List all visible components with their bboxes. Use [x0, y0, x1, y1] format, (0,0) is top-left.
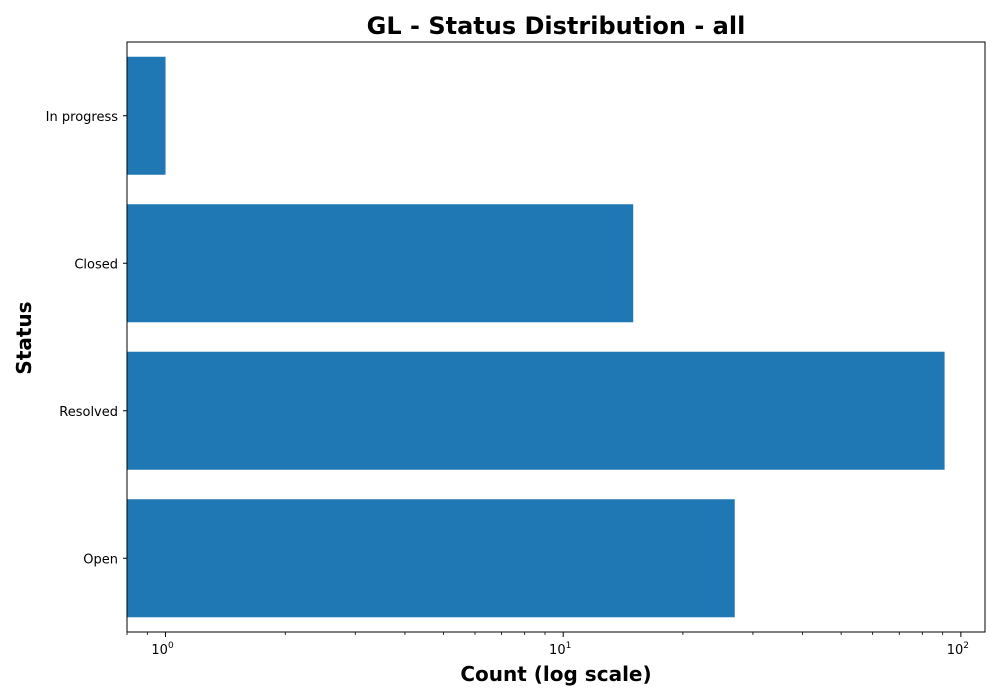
chart-title: GL - Status Distribution - all [367, 12, 746, 40]
x-tick-label: 101 [549, 641, 571, 658]
x-axis-ticks: 100 101 102 [126, 632, 969, 658]
y-axis-title: Status [12, 301, 36, 374]
x-tick-label: 102 [947, 641, 969, 658]
bar-open [127, 499, 735, 618]
y-tick-label: Open [83, 552, 118, 567]
bars-group [127, 56, 945, 618]
y-axis-ticks: Open Resolved Closed In progress [46, 110, 127, 567]
bar-resolved [127, 351, 945, 470]
bar-in-progress [127, 56, 166, 175]
y-tick-label: In progress [46, 110, 119, 125]
y-tick-label: Closed [74, 257, 118, 272]
y-tick-label: Resolved [59, 405, 118, 420]
x-axis-title: Count (log scale) [460, 662, 651, 686]
plot-frame [126, 41, 986, 633]
x-tick-label: 100 [151, 641, 174, 658]
bar-closed [127, 204, 634, 323]
